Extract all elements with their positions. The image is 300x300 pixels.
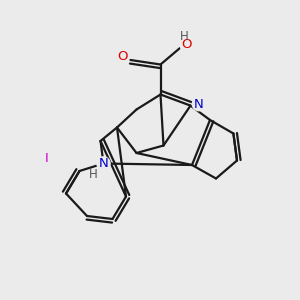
Text: N: N — [99, 157, 108, 170]
Circle shape — [40, 152, 53, 166]
Circle shape — [180, 38, 193, 52]
Circle shape — [192, 98, 206, 111]
Text: H: H — [88, 167, 98, 181]
Text: I: I — [45, 152, 48, 166]
Text: O: O — [181, 38, 192, 52]
Text: H: H — [179, 30, 188, 44]
Circle shape — [116, 50, 129, 63]
Text: N: N — [194, 98, 204, 111]
Text: O: O — [117, 50, 127, 63]
Circle shape — [97, 157, 110, 170]
